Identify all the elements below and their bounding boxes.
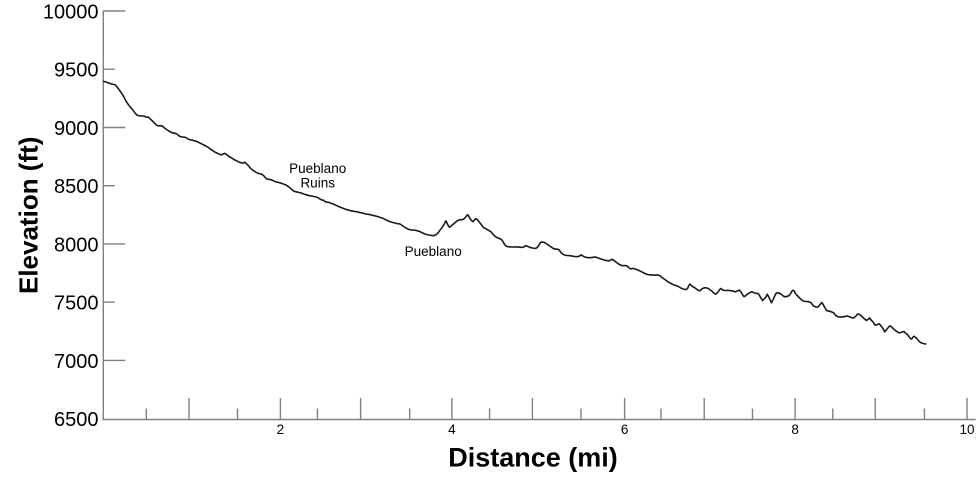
svg-text:2: 2	[277, 422, 285, 437]
svg-text:10: 10	[959, 422, 974, 437]
svg-text:8500: 8500	[54, 176, 99, 198]
svg-text:7000: 7000	[54, 351, 99, 373]
svg-text:10000: 10000	[43, 2, 99, 24]
svg-text:9500: 9500	[54, 60, 99, 82]
svg-text:8000: 8000	[54, 234, 99, 256]
svg-text:Distance (mi): Distance (mi)	[448, 443, 618, 473]
svg-text:8: 8	[791, 422, 799, 437]
svg-text:4: 4	[448, 422, 456, 437]
svg-text:Ruins: Ruins	[300, 175, 335, 190]
svg-text:9000: 9000	[54, 118, 99, 140]
svg-text:Pueblano: Pueblano	[405, 244, 462, 259]
svg-text:7500: 7500	[54, 293, 99, 315]
svg-text:Elevation (ft): Elevation (ft)	[13, 137, 43, 294]
svg-text:Pueblano: Pueblano	[289, 161, 346, 176]
svg-text:6: 6	[621, 422, 629, 437]
svg-text:6500: 6500	[54, 409, 99, 431]
